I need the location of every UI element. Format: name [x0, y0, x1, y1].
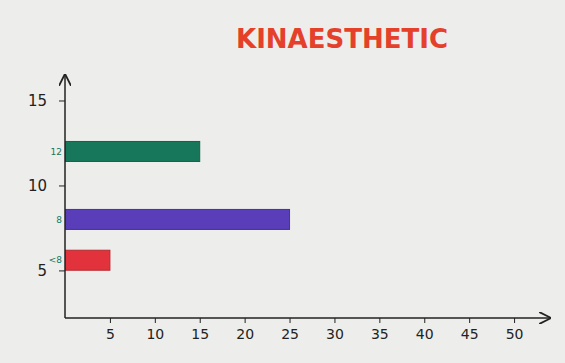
category-label: <8: [49, 255, 63, 265]
x-tick-mark: [424, 318, 425, 323]
y-tick-mark: [59, 100, 65, 101]
x-axis-line: [65, 317, 550, 319]
bar: [65, 141, 200, 161]
x-tick-label: 5: [106, 326, 115, 342]
x-tick-mark: [334, 318, 335, 323]
x-tick-label: 15: [191, 326, 209, 342]
category-labels: 12 8 <8: [49, 147, 63, 266]
x-tick-label: 50: [506, 326, 524, 342]
x-tick-mark: [290, 318, 291, 323]
x-tick: 50: [506, 318, 524, 342]
y-tick-label: 15: [28, 92, 47, 110]
plot: 5 10 15 20 25 30 35 40 45 50 5 10 15 12 8 <8: [28, 75, 550, 342]
x-tick-label: 35: [371, 326, 389, 342]
y-axis: 5 10 15: [28, 75, 65, 318]
x-tick: 20: [236, 318, 254, 342]
x-tick-label: 45: [461, 326, 479, 342]
x-tick-label: 20: [236, 326, 254, 342]
x-axis: 5 10 15 20 25 30 35 40 45 50: [65, 318, 550, 342]
bar: [65, 209, 290, 229]
x-tick-label: 40: [416, 326, 434, 342]
x-tick-mark: [200, 318, 201, 323]
x-tick-label: 30: [326, 326, 344, 342]
x-tick: 10: [146, 318, 164, 342]
title: KINAESTHETIC: [236, 24, 448, 54]
x-tick-mark: [514, 318, 515, 323]
y-tick-mark: [59, 270, 65, 271]
chart: KINAESTHETIC 5 10 15 20 25 30 35 40 45 50 5 10 15 12 8 <…: [0, 0, 565, 363]
bars: [65, 141, 290, 270]
x-tick-mark: [110, 318, 111, 323]
x-tick-mark: [245, 318, 246, 323]
category-label: 12: [51, 147, 62, 157]
x-tick-mark: [469, 318, 470, 323]
x-tick-mark: [155, 318, 156, 323]
x-tick: 25: [281, 318, 299, 342]
x-tick: 45: [461, 318, 479, 342]
y-tick: 15: [28, 92, 65, 110]
x-tick-label: 10: [146, 326, 164, 342]
x-tick-label: 25: [281, 326, 299, 342]
x-tick: 15: [191, 318, 209, 342]
y-tick-label: 5: [37, 262, 47, 280]
x-tick: 35: [371, 318, 389, 342]
y-tick-label: 10: [28, 177, 47, 195]
x-tick: 40: [416, 318, 434, 342]
x-tick: 30: [326, 318, 344, 342]
y-tick-mark: [59, 185, 65, 186]
bar: [65, 250, 110, 270]
category-label: 8: [56, 215, 62, 225]
x-tick-mark: [379, 318, 380, 323]
y-tick: 10: [28, 177, 65, 195]
y-axis-line: [64, 75, 66, 318]
x-tick: 5: [106, 318, 115, 342]
